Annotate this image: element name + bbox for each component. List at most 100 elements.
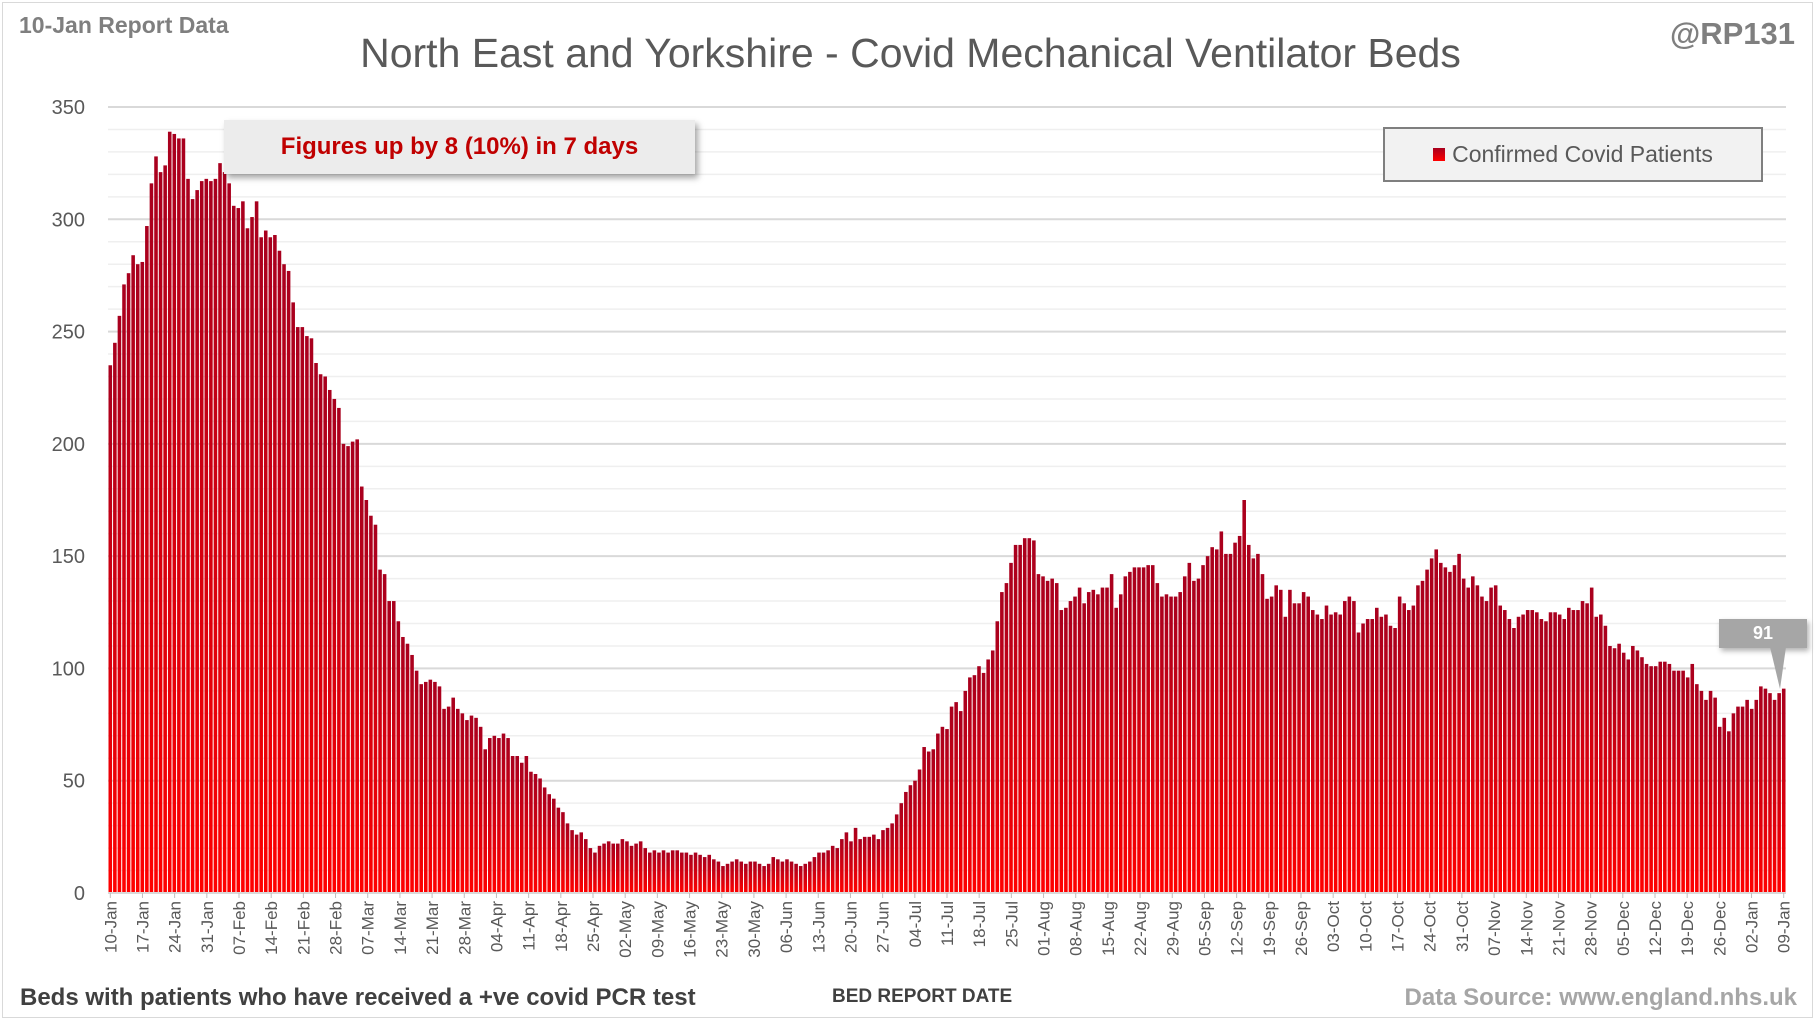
y-tick-label: 300 xyxy=(52,209,85,231)
bar xyxy=(931,749,936,893)
bar xyxy=(899,803,904,893)
bar xyxy=(616,843,620,893)
bar xyxy=(1036,574,1041,893)
bar xyxy=(487,738,492,893)
bar xyxy=(222,172,227,893)
x-tick-label: 14-Nov xyxy=(1517,901,1536,956)
bar xyxy=(1297,603,1301,893)
bar xyxy=(126,273,131,893)
bar xyxy=(904,791,908,893)
y-tick-label: 150 xyxy=(52,546,85,568)
x-tick-label: 21-Nov xyxy=(1549,901,1568,956)
bar xyxy=(1594,616,1599,893)
bar xyxy=(1077,587,1082,893)
x-tick-label: 14-Mar xyxy=(391,901,410,955)
bar xyxy=(1754,699,1759,893)
bar xyxy=(1054,583,1059,893)
bar xyxy=(1123,576,1128,893)
bar xyxy=(1160,596,1164,893)
y-tick-label: 50 xyxy=(63,771,85,793)
bar xyxy=(204,178,209,893)
bar xyxy=(771,857,776,893)
x-tick-label: 17-Jan xyxy=(133,901,152,953)
legend: Confirmed Covid Patients xyxy=(1383,127,1763,182)
bar xyxy=(359,486,364,893)
bar xyxy=(638,841,643,893)
bar xyxy=(1420,580,1425,893)
bar xyxy=(748,861,753,893)
bar xyxy=(286,270,291,893)
bar xyxy=(885,827,890,893)
bar xyxy=(1246,544,1251,893)
bar xyxy=(1717,726,1722,893)
x-tick-label: 07-Feb xyxy=(230,901,249,955)
bar xyxy=(364,500,369,893)
bar xyxy=(378,569,382,893)
bar xyxy=(611,843,616,893)
bar xyxy=(1315,614,1320,893)
x-tick-label: 18-Jul xyxy=(970,901,989,947)
bar xyxy=(1365,619,1370,893)
bar xyxy=(442,708,446,893)
bar xyxy=(177,138,181,893)
bar xyxy=(1018,544,1022,893)
chart-title: North East and Yorkshire - Covid Mechani… xyxy=(360,30,1461,76)
bar xyxy=(620,839,625,893)
bar xyxy=(483,749,487,893)
bar xyxy=(1375,607,1379,893)
x-tick-label: 24-Jan xyxy=(166,901,185,953)
bar xyxy=(1150,565,1155,893)
x-tick-label: 31-Jan xyxy=(198,901,217,953)
bar xyxy=(1187,562,1192,893)
bar xyxy=(149,183,154,894)
bar xyxy=(1086,592,1091,893)
bar xyxy=(497,738,501,893)
bar xyxy=(1530,610,1535,893)
bar xyxy=(154,156,158,894)
bar xyxy=(1749,708,1754,893)
bar xyxy=(917,769,922,893)
bar xyxy=(1146,565,1150,893)
bar xyxy=(318,374,323,893)
bar xyxy=(890,823,894,893)
bar xyxy=(602,843,606,893)
bar xyxy=(712,859,716,893)
x-tick-label: 12-Sep xyxy=(1228,901,1247,956)
x-tick-label: 01-Aug xyxy=(1035,901,1054,956)
bar xyxy=(798,866,803,893)
bar xyxy=(1580,601,1585,893)
bar xyxy=(295,327,300,894)
bar xyxy=(167,131,172,893)
bar xyxy=(670,850,675,893)
bar xyxy=(259,237,263,893)
bar xyxy=(1429,558,1434,893)
bar xyxy=(1695,684,1699,893)
bar xyxy=(314,363,318,893)
bar xyxy=(538,778,542,893)
bar xyxy=(135,264,140,893)
bar xyxy=(1265,598,1269,893)
bar xyxy=(652,850,657,893)
bar xyxy=(1032,540,1036,893)
bar xyxy=(410,654,414,893)
bar xyxy=(648,852,652,893)
bar xyxy=(661,850,666,893)
bar xyxy=(565,823,570,893)
bar xyxy=(986,659,990,893)
bar xyxy=(1342,601,1347,893)
bar xyxy=(990,650,995,893)
bar xyxy=(1763,688,1768,893)
x-tick-label: 03-Oct xyxy=(1324,901,1343,952)
bar xyxy=(172,133,177,893)
bar xyxy=(835,848,840,893)
y-tick-label: 0 xyxy=(74,883,85,905)
bar xyxy=(108,365,113,893)
callout-pointer xyxy=(1770,647,1786,689)
bar xyxy=(730,861,734,893)
bar xyxy=(1384,614,1388,893)
bar xyxy=(460,713,465,893)
bar xyxy=(1704,699,1708,893)
bar xyxy=(794,863,798,893)
bar xyxy=(803,863,808,893)
bar xyxy=(812,857,817,893)
